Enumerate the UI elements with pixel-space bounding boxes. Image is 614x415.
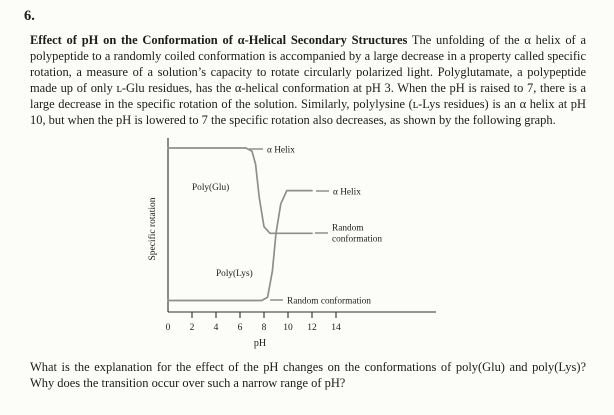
label-lys-random: Random conformation	[287, 296, 371, 307]
curve-poly-glu	[167, 147, 313, 235]
label-glu-random-line2: conformation	[332, 234, 382, 245]
figure: Specific rotation pH 0 2 4 6 8 10 12 14 Poly(Gl…	[146, 134, 586, 355]
label-poly-lys: Poly(Lys)	[216, 268, 253, 279]
x-tick-label: 12	[307, 323, 317, 333]
problem-statement: Effect of pH on the Conformation of α-He…	[30, 32, 586, 128]
y-axis-label: Specific rotation	[147, 197, 158, 260]
textbook-page: 6. Effect of pH on the Conformation of α…	[24, 8, 586, 390]
x-tick-label: 4	[214, 323, 219, 333]
x-tick-label: 10	[283, 323, 293, 333]
label-glu-alpha-helix: α Helix	[267, 146, 295, 156]
x-tick-label: 0	[166, 323, 171, 333]
problem-text: The unfolding of the α helix of a polype…	[30, 33, 587, 127]
problem-number: 6.	[24, 8, 35, 24]
label-glu-random-line1: Random	[332, 224, 364, 234]
problem-title: Effect of pH on the Conformation of α-He…	[30, 33, 408, 47]
x-axis-label: pH	[254, 338, 266, 349]
curve-poly-lys	[167, 189, 313, 302]
label-lys-alpha-helix: α Helix	[333, 188, 361, 198]
chart-svg: Specific rotation pH 0 2 4 6 8 10 12 14 Poly(Gl…	[147, 138, 436, 349]
x-axis-ticks: 0 2 4 6 8 10 12 14	[166, 312, 341, 333]
label-poly-glu: Poly(Glu)	[192, 182, 229, 193]
x-tick-label: 2	[190, 323, 195, 333]
x-tick-label: 14	[331, 323, 341, 333]
x-tick-label: 8	[262, 323, 267, 333]
question-text: What is the explanation for the effect o…	[30, 360, 586, 390]
x-tick-label: 6	[238, 323, 243, 333]
